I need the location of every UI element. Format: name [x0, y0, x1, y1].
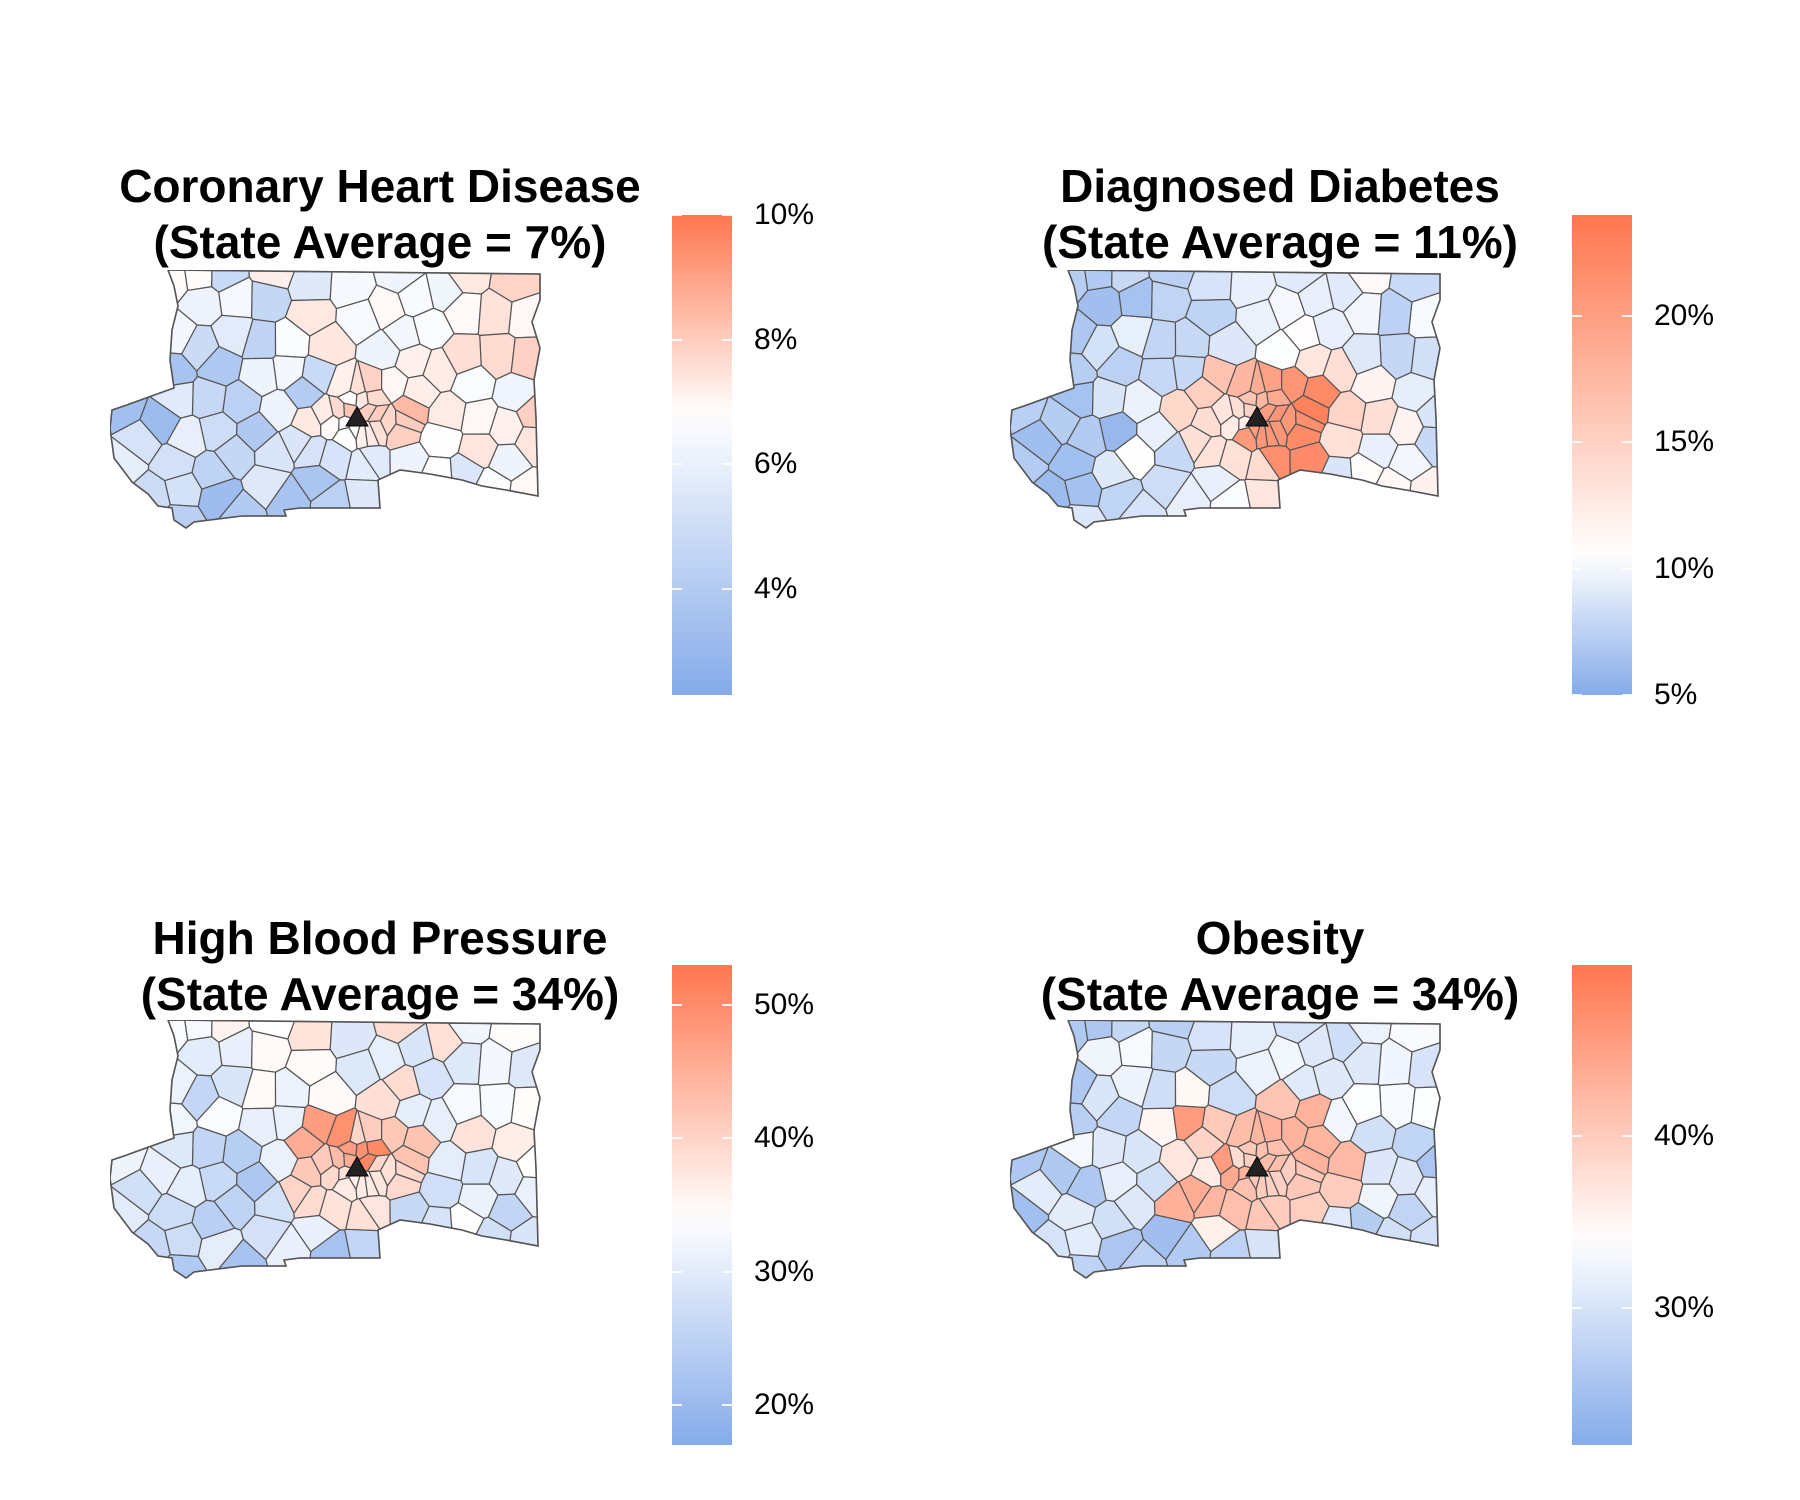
choropleth-map	[110, 1020, 630, 1340]
legend-tick-label: 10%	[1654, 554, 1714, 584]
census-tract	[1245, 479, 1280, 508]
legend-tick-label: 30%	[754, 1257, 814, 1287]
map-panel-diagnosed-diabetes: Diagnosed Diabetes (State Average = 11%)…	[900, 0, 1800, 750]
title-line-1: Diagnosed Diabetes	[940, 158, 1620, 214]
legend-tick-label: 30%	[1654, 1293, 1714, 1323]
census-tract	[1188, 271, 1232, 300]
legend-tick-label: 20%	[1654, 301, 1714, 331]
color-legend: 20% 30% 40% 50%	[672, 965, 852, 1455]
title-line-2: (State Average = 34%)	[40, 966, 720, 1022]
legend-tick-label: 6%	[754, 449, 797, 479]
title-line-2: (State Average = 7%)	[40, 214, 720, 270]
panel-title: Obesity (State Average = 34%)	[940, 910, 1620, 1022]
legend-tick-label: 8%	[754, 325, 797, 355]
legend-tick-label: 5%	[1654, 680, 1697, 710]
legend-tick-label: 4%	[754, 574, 797, 604]
title-line-2: (State Average = 34%)	[940, 966, 1620, 1022]
title-line-2: (State Average = 11%)	[940, 214, 1620, 270]
census-tract	[1085, 1020, 1112, 1040]
census-tract	[288, 1021, 332, 1050]
legend-color-bar	[1572, 215, 1632, 695]
legend-tick-label: 40%	[1654, 1121, 1714, 1151]
census-tract	[345, 479, 380, 508]
panel-title: Diagnosed Diabetes (State Average = 11%)	[940, 158, 1620, 270]
legend-color-bar	[672, 965, 732, 1445]
panel-title: Coronary Heart Disease (State Average = …	[40, 158, 720, 270]
title-line-1: Coronary Heart Disease	[40, 158, 720, 214]
census-tract	[1245, 1229, 1280, 1258]
choropleth-map	[1010, 1020, 1530, 1340]
map-panel-coronary-heart-disease: Coronary Heart Disease (State Average = …	[0, 0, 900, 750]
legend-tick-label: 40%	[754, 1123, 814, 1153]
choropleth-map	[110, 270, 630, 590]
census-tract	[185, 1020, 212, 1040]
census-tract	[345, 1229, 380, 1258]
panel-title: High Blood Pressure (State Average = 34%…	[40, 910, 720, 1022]
legend-tick-label: 50%	[754, 990, 814, 1020]
legend-color-bar	[1572, 965, 1632, 1445]
title-line-1: High Blood Pressure	[40, 910, 720, 966]
census-tract	[1085, 270, 1112, 290]
legend-color-bar	[672, 215, 732, 695]
census-tract	[1188, 1021, 1232, 1050]
map-panel-high-blood-pressure: High Blood Pressure (State Average = 34%…	[0, 750, 900, 1500]
color-legend: 30% 40%	[1572, 965, 1752, 1455]
color-legend: 4% 6% 8% 10%	[672, 215, 852, 705]
map-panel-obesity: Obesity (State Average = 34%) 30% 40%	[900, 750, 1800, 1500]
legend-tick-label: 10%	[754, 200, 814, 230]
choropleth-map	[1010, 270, 1530, 590]
legend-tick-label: 20%	[754, 1390, 814, 1420]
title-line-1: Obesity	[940, 910, 1620, 966]
census-tract	[288, 271, 332, 300]
legend-tick-label: 15%	[1654, 427, 1714, 457]
census-tract	[185, 270, 212, 290]
color-legend: 5% 10% 15% 20%	[1572, 215, 1752, 705]
